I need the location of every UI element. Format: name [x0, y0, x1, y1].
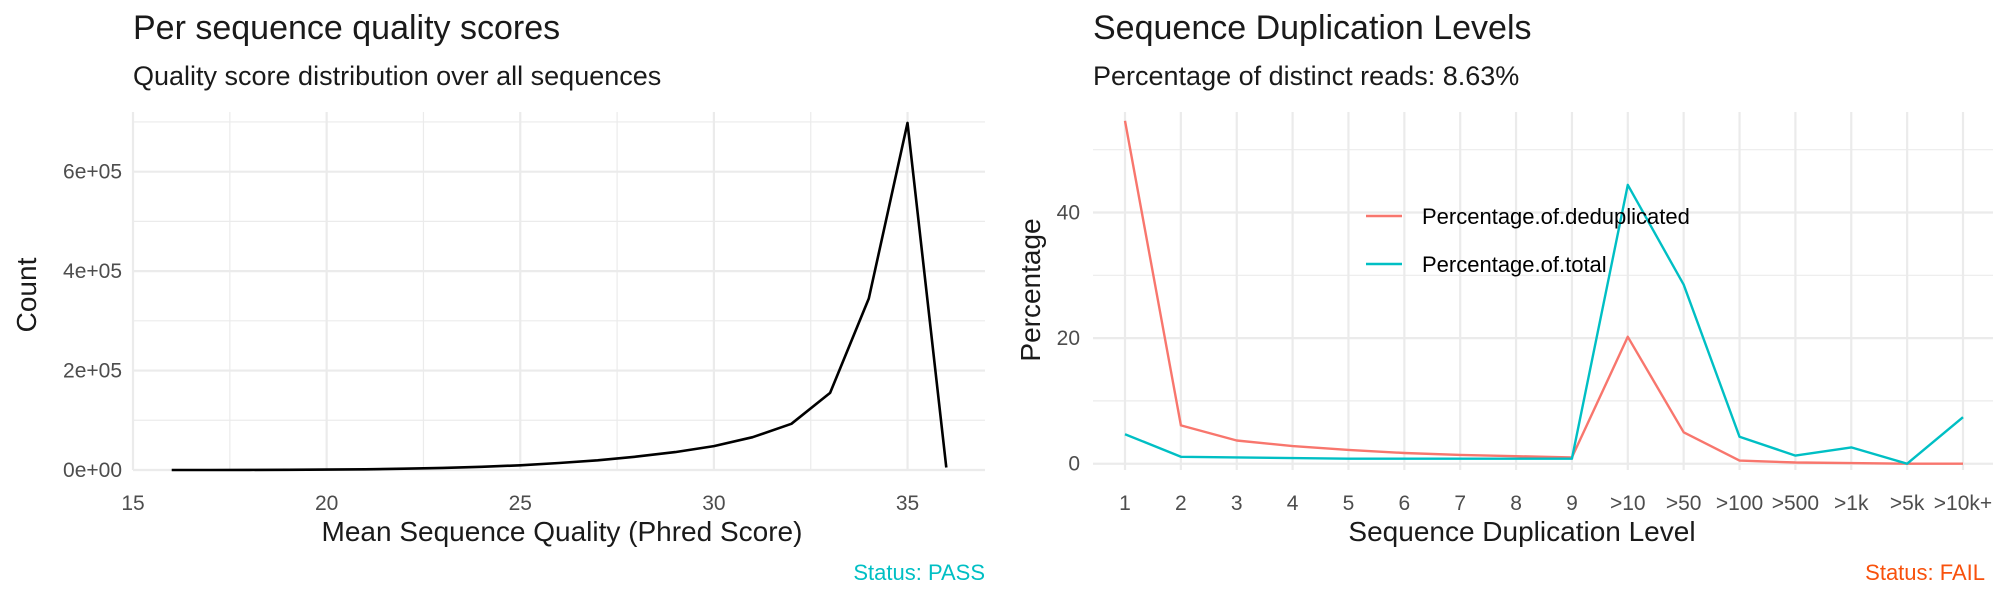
x-tick-label: 5 — [1343, 492, 1355, 515]
x-axis-label: Sequence Duplication Level — [1348, 516, 1695, 547]
legend: Percentage.of.deduplicated Percentage.of… — [1366, 204, 1690, 277]
deduplicated-line — [1123, 120, 1963, 465]
chart-subtitle: Quality score distribution over all sequ… — [133, 61, 661, 91]
x-tick-label: 25 — [509, 492, 532, 515]
grid — [1093, 112, 1993, 470]
x-tick-label: 2 — [1175, 492, 1187, 515]
y-tick-label: 20 — [1057, 327, 1080, 350]
y-tick-label: 40 — [1057, 201, 1080, 224]
x-tick-label: 20 — [315, 492, 338, 515]
x-tick-label: >50 — [1666, 492, 1702, 515]
y-tick-label: 4e+05 — [63, 260, 122, 283]
chart-title: Sequence Duplication Levels — [1093, 9, 1532, 47]
data-series — [171, 121, 948, 472]
chart-title: Per sequence quality scores — [133, 9, 560, 47]
total-line — [1124, 183, 1964, 465]
x-tick-label: >1k — [1834, 492, 1869, 515]
x-tick-label: 30 — [702, 492, 725, 515]
tick-labels: 15 20 25 30 35 0e+00 2e+05 4e+05 6e+05 — [63, 161, 919, 515]
y-tick-label: 2e+05 — [63, 360, 122, 383]
x-tick-label: >5k — [1890, 492, 1925, 515]
quality-chart: Per sequence quality scores Quality scor… — [11, 9, 985, 585]
x-tick-label: 35 — [896, 492, 919, 515]
duplication-chart: Sequence Duplication Levels Percentage o… — [1015, 9, 1993, 585]
tick-labels: 0 20 40 1 2 3 4 5 6 7 8 9 >10 >50 >100 >500 >1k >5k >10k+ — [1057, 201, 1993, 515]
y-axis-label: Count — [11, 257, 42, 332]
status-label: Status: PASS — [853, 560, 985, 585]
x-tick-label: 8 — [1510, 492, 1522, 515]
chart-subtitle: Percentage of distinct reads: 8.63% — [1093, 61, 1519, 91]
y-tick-label: 0e+00 — [63, 459, 122, 482]
x-tick-label: >500 — [1772, 492, 1819, 515]
x-tick-label: 9 — [1566, 492, 1578, 515]
grid — [131, 112, 985, 472]
x-tick-label: 3 — [1231, 492, 1243, 515]
x-axis-label: Mean Sequence Quality (Phred Score) — [322, 516, 803, 547]
count-line — [171, 121, 948, 472]
x-tick-label: >10k+ — [1934, 492, 1992, 515]
x-tick-label: 15 — [121, 492, 144, 515]
x-tick-label: 7 — [1454, 492, 1466, 515]
y-tick-label: 6e+05 — [63, 161, 122, 184]
data-series — [1123, 120, 1964, 465]
legend-label-deduplicated: Percentage.of.deduplicated — [1422, 204, 1690, 229]
x-tick-label: 6 — [1398, 492, 1410, 515]
legend-label-total: Percentage.of.total — [1422, 252, 1607, 277]
x-tick-label: >100 — [1716, 492, 1763, 515]
y-tick-label: 0 — [1068, 453, 1080, 476]
x-tick-label: 4 — [1287, 492, 1299, 515]
y-axis-label: Percentage — [1015, 218, 1046, 361]
status-label: Status: FAIL — [1865, 560, 1985, 585]
x-tick-label: 1 — [1119, 492, 1131, 515]
x-tick-label: >10 — [1610, 492, 1646, 515]
